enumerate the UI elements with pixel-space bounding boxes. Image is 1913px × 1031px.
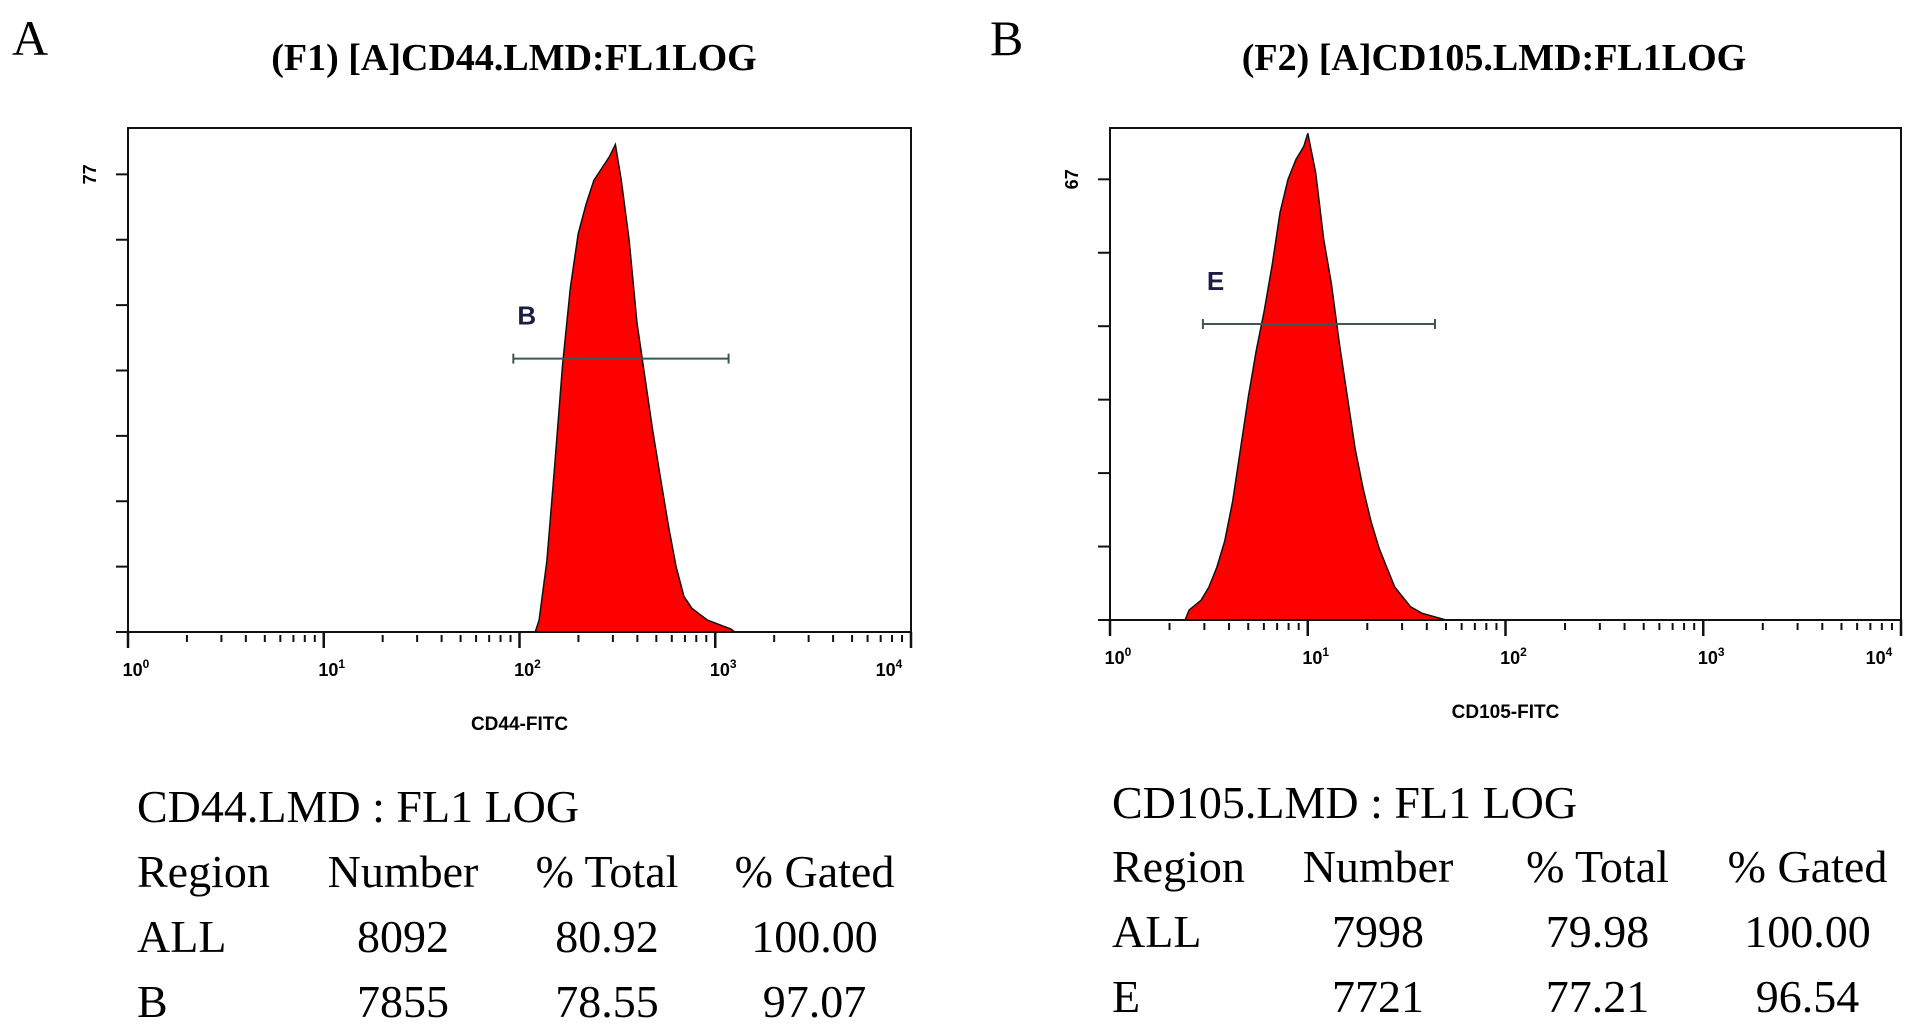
stats-header: % Total [1526,841,1669,892]
tick-base: 10 [318,660,338,680]
tick-base: 10 [514,660,534,680]
stats-cell: 7998 [1332,906,1424,957]
stats-cell: 78.55 [555,976,659,1027]
x-axis-label: CD44-FITC [471,714,568,735]
tick-base: 10 [876,660,896,680]
tick-base: 10 [1500,648,1520,668]
x-tick-label: 101 [318,657,345,680]
tick-exponent: 1 [338,657,345,671]
x-tick-label: 104 [876,657,903,680]
stats-header: % Gated [735,846,895,897]
stats-header: Region [1112,841,1245,892]
panel-label: A [12,10,48,66]
tick-base: 10 [1866,648,1886,668]
stats-cell: 79.98 [1546,906,1650,957]
stats-cell: 100.00 [751,911,878,962]
tick-exponent: 1 [1322,645,1329,659]
stats-cell: 80.92 [555,911,659,962]
stats-cell: ALL [1112,906,1201,957]
chart-title: (F2) [A]CD105.LMD:FL1LOG [1242,37,1746,79]
chart-title: (F1) [A]CD44.LMD:FL1LOG [271,37,756,79]
stats-title: CD44.LMD : FL1 LOG [137,781,579,832]
stats-cell: 77.21 [1546,971,1650,1022]
tick-exponent: 0 [1125,645,1132,659]
stats-header: Number [328,846,479,897]
stats-cell: 7855 [357,976,449,1027]
y-max-label: 77 [80,164,100,184]
stats-cell: B [137,976,168,1027]
tick-exponent: 3 [1718,645,1725,659]
tick-exponent: 4 [1886,645,1893,659]
tick-base: 10 [710,660,730,680]
x-tick-label: 102 [1500,645,1527,668]
stats-cell: 97.07 [763,976,867,1027]
stats-title: CD105.LMD : FL1 LOG [1112,777,1577,828]
tick-exponent: 2 [534,657,541,671]
stats-cell: E [1112,971,1140,1022]
histogram-area [534,142,736,633]
stats-header: Region [137,846,270,897]
tick-base: 10 [1698,648,1718,668]
gate-label: E [1207,266,1224,296]
stats-cell: 100.00 [1744,906,1871,957]
x-tick-label: 100 [123,657,150,680]
gate-label: B [517,301,536,331]
y-max-label: 67 [1062,169,1082,189]
tick-exponent: 4 [896,657,903,671]
tick-base: 10 [1105,648,1125,668]
histogram-area [1183,133,1447,621]
x-tick-label: 103 [710,657,737,680]
x-axis-label: CD105-FITC [1452,702,1560,723]
tick-exponent: 3 [730,657,737,671]
x-tick-label: 101 [1302,645,1329,668]
stats-header: % Gated [1728,841,1888,892]
x-tick-label: 103 [1698,645,1725,668]
tick-base: 10 [123,660,143,680]
stats-cell: 8092 [357,911,449,962]
x-tick-label: 100 [1105,645,1132,668]
plot-frame [127,127,912,633]
stats-header: Number [1303,841,1454,892]
tick-base: 10 [1302,648,1322,668]
x-tick-label: 104 [1866,645,1893,668]
x-tick-label: 102 [514,657,541,680]
stats-header: % Total [536,846,679,897]
panel-label: B [990,10,1023,66]
stats-cell: 7721 [1332,971,1424,1022]
stats-cell: 96.54 [1756,971,1860,1022]
stats-cell: ALL [137,911,226,962]
tick-exponent: 0 [143,657,150,671]
tick-exponent: 2 [1520,645,1527,659]
